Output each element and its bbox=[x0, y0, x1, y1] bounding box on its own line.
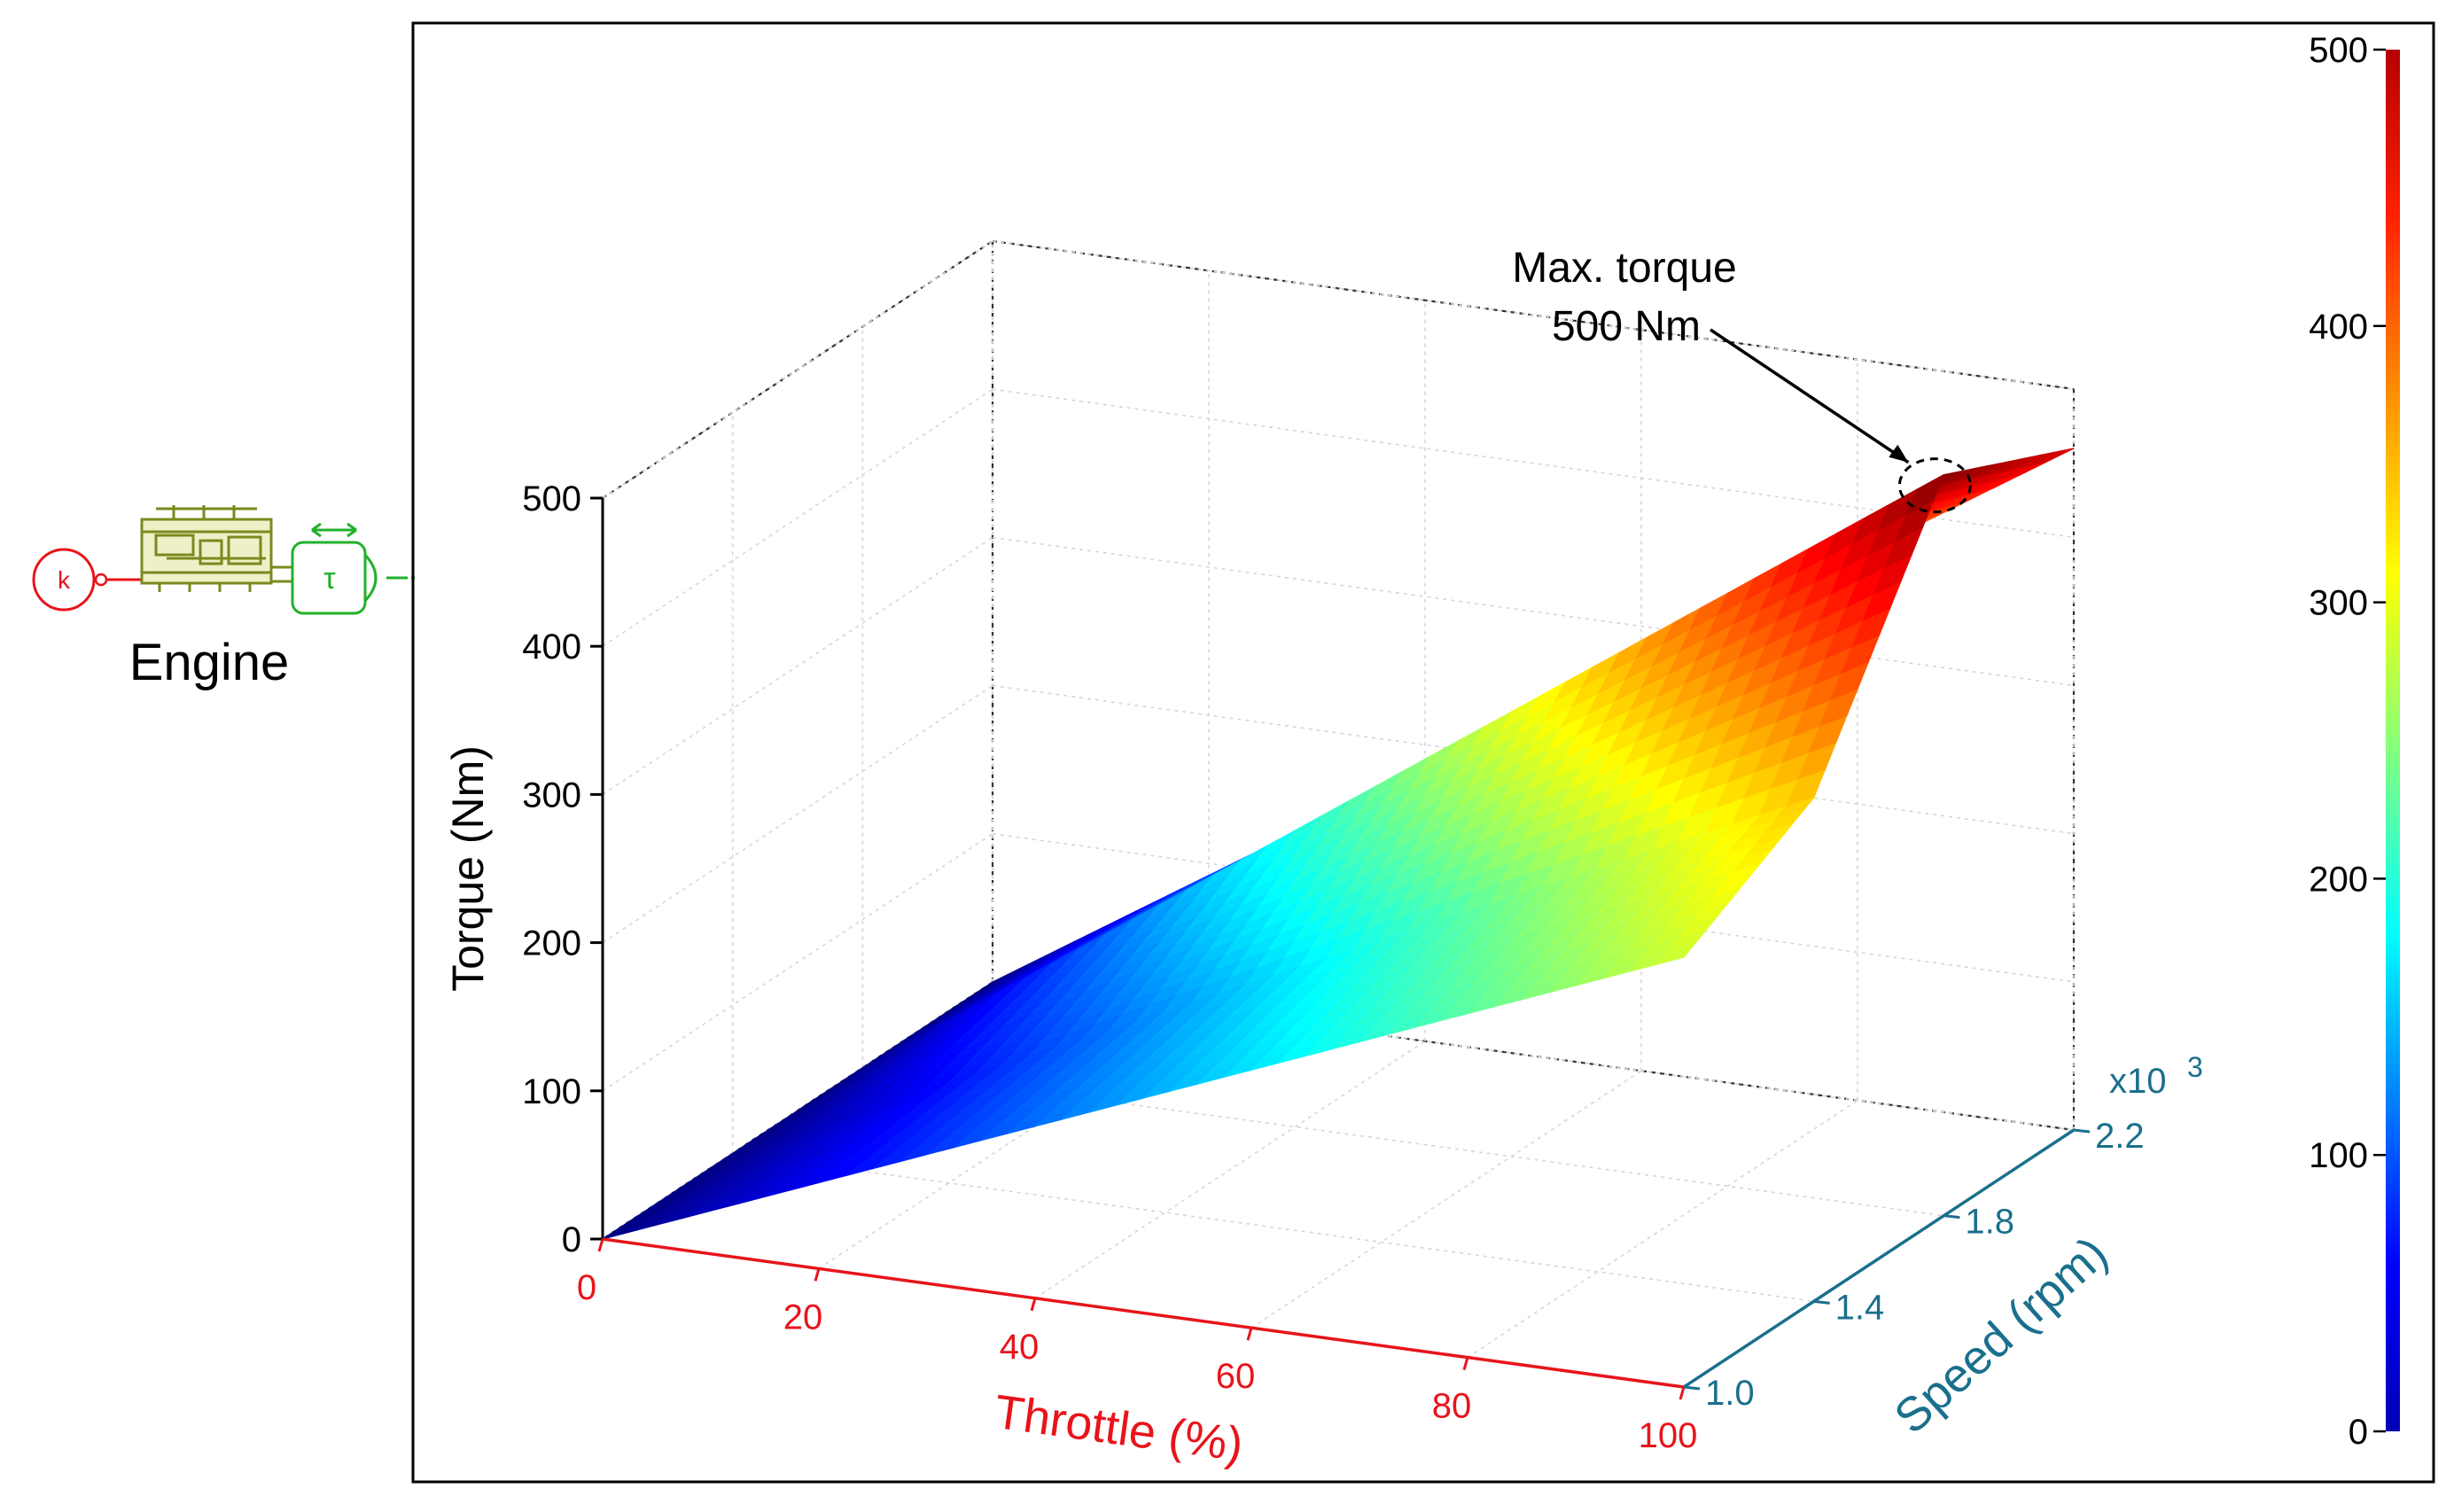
y-tick-label: 2.2 bbox=[2095, 1117, 2145, 1156]
x-tick bbox=[814, 1267, 821, 1282]
tau-symbol: τ bbox=[323, 562, 336, 596]
x-tick-label: 60 bbox=[1216, 1357, 1256, 1396]
x-tick bbox=[1462, 1357, 1469, 1371]
grid-line bbox=[992, 981, 2075, 1131]
annotation-line-2: 500 Nm bbox=[1552, 303, 1701, 350]
max-torque-marker bbox=[1897, 457, 1972, 514]
plot-frame bbox=[411, 21, 2435, 1484]
z-tick-label: 0 bbox=[562, 1220, 581, 1259]
colorbar-gradient bbox=[2386, 50, 2400, 1431]
input-port bbox=[94, 573, 108, 587]
annotation-arrowhead bbox=[1889, 444, 1909, 463]
annotation-arrow bbox=[1710, 328, 1910, 464]
x-tick bbox=[597, 1238, 604, 1252]
y-tick bbox=[1813, 1299, 1830, 1305]
z-tick-label: 400 bbox=[522, 627, 581, 666]
annotation-line-1: Max. torque bbox=[1512, 245, 1736, 292]
grid-line bbox=[602, 240, 993, 499]
z-tick-label: 100 bbox=[522, 1072, 581, 1111]
colorbar-tick-label: 200 bbox=[2309, 860, 2368, 899]
y-axis-multiplier: x10 bbox=[2109, 1062, 2167, 1101]
grid-line bbox=[992, 240, 2075, 390]
y-tick-label: 1.8 bbox=[1965, 1203, 2014, 1242]
x-axis-line bbox=[602, 1237, 1685, 1389]
y-tick-label: 1.4 bbox=[1835, 1288, 1885, 1327]
x-tick-label: 20 bbox=[783, 1298, 823, 1337]
grid-line bbox=[818, 1010, 1210, 1270]
torque-source-icon bbox=[291, 522, 417, 615]
grid-line bbox=[602, 388, 993, 647]
grid-line bbox=[992, 536, 2075, 687]
z-axis-label: Torque (Nm) bbox=[443, 745, 493, 992]
colorbar: 0 100 200 300 400 500 bbox=[2309, 31, 2400, 1452]
max-torque-annotation: Max. torque 500 Nm bbox=[1512, 245, 1972, 514]
colorbar-tick-label: 500 bbox=[2309, 31, 2368, 70]
x-axis-label: Throttle (%) bbox=[992, 1385, 1247, 1472]
y-axis-multiplier-exponent: 3 bbox=[2187, 1051, 2203, 1083]
engine-block-icon bbox=[140, 505, 292, 592]
plot-box bbox=[602, 239, 2076, 1240]
x-tick-label: 80 bbox=[1432, 1387, 1472, 1426]
k-symbol: k bbox=[58, 566, 71, 594]
grid-line bbox=[602, 833, 993, 1092]
engine-label: Engine bbox=[129, 634, 290, 691]
grid-line bbox=[602, 684, 993, 944]
z-tick-label: 200 bbox=[522, 924, 581, 963]
x-tick-label: 100 bbox=[1639, 1416, 1698, 1455]
z-tick-label: 500 bbox=[522, 479, 581, 518]
colorbar-tick-label: 400 bbox=[2309, 308, 2368, 347]
x-tick-label: 40 bbox=[1000, 1328, 1040, 1367]
torque-surface[interactable] bbox=[602, 448, 2075, 1240]
y-axis-line bbox=[1683, 1128, 2075, 1389]
grid-line bbox=[602, 536, 993, 796]
y-tick-label: 1.0 bbox=[1705, 1374, 1755, 1413]
engine-block-diagram[interactable]: k bbox=[32, 505, 417, 691]
colorbar-tick-label: 0 bbox=[2349, 1413, 2368, 1452]
y-tick bbox=[1944, 1214, 1960, 1220]
x-tick bbox=[1246, 1327, 1253, 1341]
surface-patch bbox=[1655, 943, 1696, 966]
grid-line bbox=[1034, 1040, 1426, 1299]
y-tick bbox=[1683, 1385, 1701, 1391]
grid-line bbox=[862, 1066, 1944, 1217]
colorbar-tick-label: 100 bbox=[2309, 1136, 2368, 1175]
x-tick bbox=[1030, 1298, 1037, 1312]
colorbar-tick-label: 300 bbox=[2309, 584, 2368, 623]
grid-line bbox=[1467, 1099, 1858, 1359]
x-tick-label: 0 bbox=[577, 1268, 596, 1307]
grid-line bbox=[1250, 1070, 1642, 1329]
x-tick bbox=[1679, 1386, 1686, 1400]
grid-line bbox=[732, 1152, 1814, 1303]
z-tick-label: 300 bbox=[522, 775, 581, 814]
y-axis-label: Speed (rpm) bbox=[1884, 1227, 2117, 1444]
y-tick bbox=[2073, 1128, 2091, 1134]
